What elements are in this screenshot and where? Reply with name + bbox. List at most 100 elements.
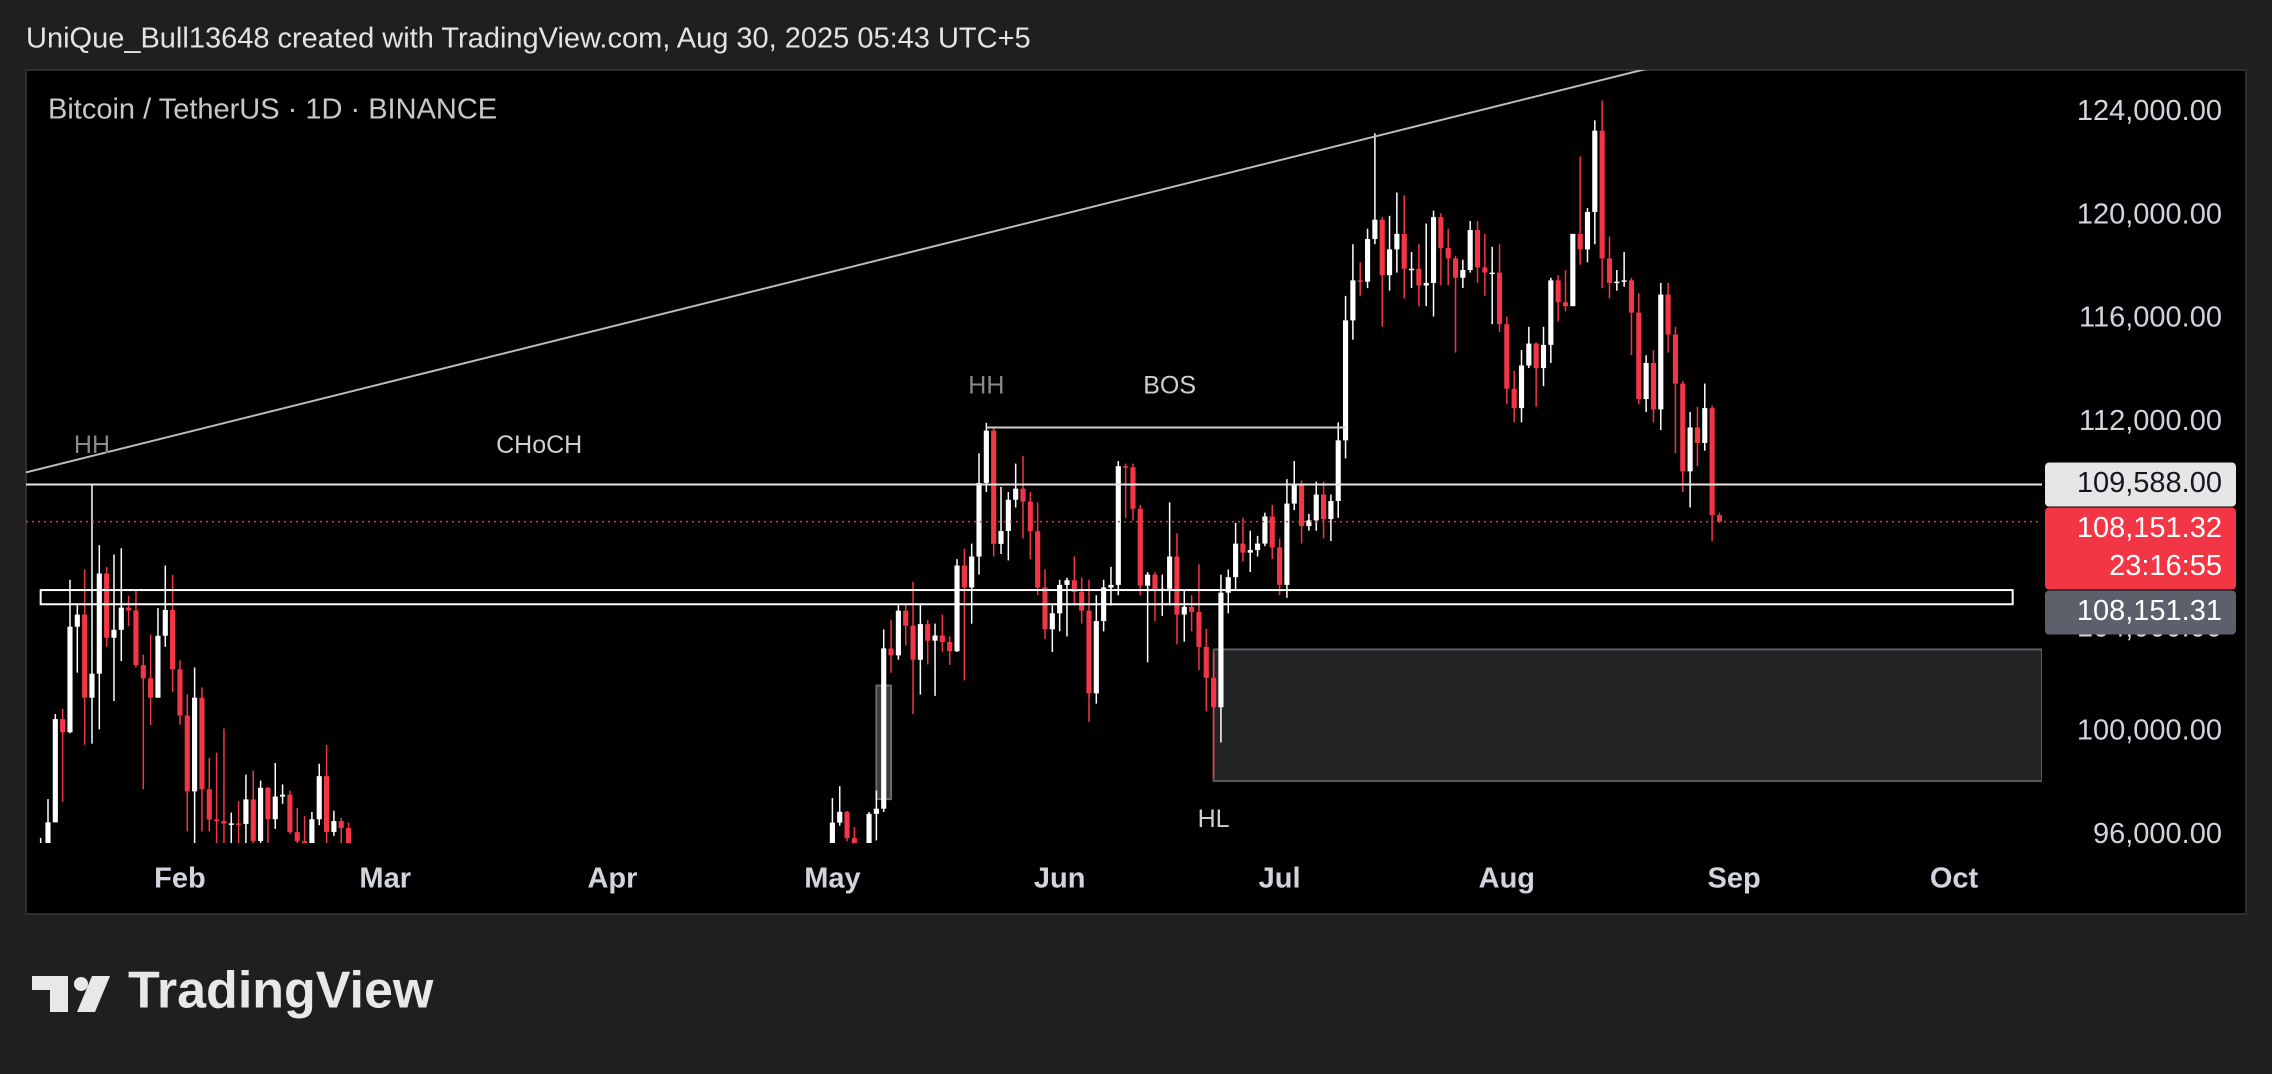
candle-body bbox=[925, 624, 931, 641]
countdown: 23:16:55 bbox=[2109, 550, 2222, 582]
y-tick-label: 112,000.00 bbox=[2079, 405, 2222, 437]
candle-body bbox=[1020, 488, 1026, 502]
x-tick-label: Sep bbox=[1708, 863, 1761, 895]
candle-body bbox=[866, 813, 872, 843]
candle-body bbox=[1027, 501, 1033, 532]
candle-body bbox=[1291, 484, 1297, 504]
candle-body bbox=[983, 430, 989, 483]
candle-body bbox=[1504, 324, 1510, 389]
candle-body bbox=[111, 629, 117, 638]
x-tick-label: Aug bbox=[1479, 863, 1535, 895]
trend-line bbox=[26, 70, 1647, 474]
x-tick-label: Mar bbox=[359, 863, 411, 895]
candle-body bbox=[316, 776, 322, 820]
price-label: 108,151.31 bbox=[2077, 595, 2222, 627]
candle-body bbox=[1335, 440, 1341, 502]
candle-body bbox=[1284, 503, 1290, 585]
candle-body bbox=[1057, 584, 1063, 614]
candle-body bbox=[1533, 343, 1539, 369]
candle-body bbox=[177, 669, 183, 716]
candle-body bbox=[1394, 233, 1400, 250]
candle-body bbox=[895, 610, 901, 656]
candle-body bbox=[133, 610, 139, 666]
candle-body bbox=[1709, 408, 1715, 516]
candle-body bbox=[126, 607, 132, 611]
candle-body bbox=[1306, 520, 1312, 527]
candle-body bbox=[851, 838, 857, 843]
candle-body bbox=[1658, 294, 1664, 410]
candle-body bbox=[45, 822, 51, 843]
candle-body bbox=[74, 614, 80, 627]
candle-body bbox=[1636, 312, 1642, 400]
candle-body bbox=[1181, 606, 1187, 615]
candle-body bbox=[939, 635, 945, 642]
candle-body bbox=[338, 821, 344, 829]
candle-body bbox=[1079, 591, 1085, 611]
candle-body bbox=[1130, 467, 1136, 509]
header: UniQue_Bull13648 created with TradingVie… bbox=[26, 23, 1031, 55]
annotation: BOS bbox=[1143, 371, 1196, 399]
candle-body bbox=[1115, 466, 1121, 585]
y-tick-label: 100,000.00 bbox=[2077, 715, 2222, 747]
candle-body bbox=[1049, 613, 1055, 630]
candle-body bbox=[1621, 280, 1627, 282]
x-tick-label: Jun bbox=[1034, 863, 1086, 895]
brand-logo bbox=[32, 976, 110, 1012]
candle-body bbox=[309, 819, 315, 843]
candle-body bbox=[947, 641, 953, 652]
price-label: 108,151.32 bbox=[2077, 512, 2222, 544]
candle-body bbox=[67, 626, 73, 733]
candle-body bbox=[1093, 621, 1099, 694]
zone bbox=[1212, 648, 2042, 783]
candle-body bbox=[1211, 677, 1217, 708]
candle-body bbox=[1313, 494, 1319, 521]
candle-body bbox=[1350, 280, 1356, 321]
candle-body bbox=[910, 625, 916, 660]
candle-body bbox=[1716, 515, 1723, 522]
logo-t bbox=[32, 976, 68, 1012]
candle-body bbox=[1518, 365, 1525, 409]
candle-body bbox=[1452, 258, 1459, 278]
candle-body bbox=[1606, 258, 1613, 283]
candle-body bbox=[1687, 427, 1693, 472]
candle-body bbox=[1342, 320, 1349, 441]
candle-body bbox=[214, 819, 220, 822]
candle-body bbox=[324, 776, 330, 832]
candle-body bbox=[118, 607, 124, 630]
x-tick-label: May bbox=[804, 863, 860, 895]
candle-body bbox=[1555, 280, 1561, 303]
candle-body bbox=[976, 482, 982, 557]
candle-body bbox=[1482, 267, 1488, 273]
candle-body bbox=[961, 565, 967, 588]
candle-body bbox=[331, 821, 337, 832]
candle-body bbox=[917, 624, 923, 660]
candle-body bbox=[1438, 217, 1444, 249]
candle-body bbox=[1123, 466, 1129, 468]
candle-body bbox=[1423, 282, 1429, 286]
candle-body bbox=[1277, 547, 1283, 585]
candle-body bbox=[1233, 543, 1239, 578]
price-label-box bbox=[2045, 462, 2236, 507]
candle-body bbox=[1196, 612, 1202, 647]
candle-body bbox=[155, 635, 161, 698]
candle-body bbox=[302, 841, 308, 843]
candle-body bbox=[1071, 580, 1077, 592]
y-tick-label: 120,000.00 bbox=[2077, 198, 2222, 230]
candle-body bbox=[1064, 580, 1070, 585]
candle-body bbox=[345, 828, 352, 843]
candle-body bbox=[280, 794, 286, 797]
candle-body bbox=[1460, 270, 1466, 278]
candle-body bbox=[1218, 592, 1224, 708]
candle-body bbox=[1262, 516, 1268, 544]
price-label-box bbox=[2045, 507, 2236, 590]
candle-body bbox=[888, 648, 894, 656]
axes: 96,000.00100,000.00104,000.00108,000.001… bbox=[154, 95, 2236, 895]
candle-body bbox=[1167, 556, 1173, 589]
candle-body bbox=[1152, 574, 1158, 591]
candle-body bbox=[932, 635, 938, 641]
candle-body bbox=[1702, 408, 1708, 443]
candle-body bbox=[294, 832, 300, 842]
candle-body bbox=[1445, 248, 1451, 259]
candle-body bbox=[829, 822, 835, 843]
